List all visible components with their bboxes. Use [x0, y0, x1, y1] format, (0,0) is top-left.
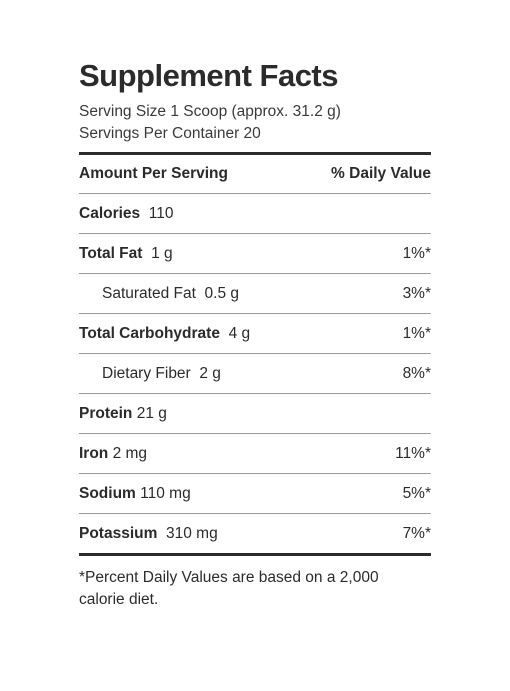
nutrient-daily-value: 1%*	[402, 324, 431, 342]
nutrient-name: Calories	[79, 204, 141, 222]
nutrient-amount: 21 g	[136, 404, 167, 422]
nutrient-amount: 1 g	[151, 244, 173, 262]
top-divider	[79, 152, 431, 155]
nutrient-row-dietary-fiber: Dietary Fiber 2 g 8%*	[79, 354, 431, 394]
nutrient-amount: 2 mg	[112, 444, 148, 462]
nutrient-name: Total Carbohydrate	[79, 324, 220, 342]
daily-value-header: % Daily Value	[331, 165, 431, 182]
nutrient-name: Iron	[79, 444, 109, 462]
nutrient-daily-value: 1%*	[402, 244, 431, 262]
nutrient-amount: 110	[148, 204, 174, 222]
supplement-facts-panel: Supplement Facts Serving Size 1 Scoop (a…	[79, 58, 431, 611]
nutrient-name: Saturated Fat	[102, 284, 196, 302]
nutrient-daily-value: 3%*	[402, 284, 431, 302]
nutrient-daily-value: 8%*	[402, 364, 431, 382]
nutrient-row-potassium: Potassium 310 mg 7%*	[79, 514, 431, 553]
nutrient-row-saturated-fat: Saturated Fat 0.5 g 3%*	[79, 274, 431, 314]
bottom-divider	[79, 553, 431, 556]
panel-title: Supplement Facts	[79, 58, 339, 93]
serving-size: Serving Size 1 Scoop (approx. 31.2 g)	[79, 103, 341, 120]
footnote: *Percent Daily Values are based on a 2,0…	[79, 569, 379, 608]
nutrient-row-iron: Iron 2 mg 11%*	[79, 434, 431, 474]
nutrient-amount: 310 mg	[166, 524, 218, 542]
nutrient-name: Sodium	[79, 484, 136, 502]
nutrient-name: Total Fat	[79, 244, 143, 262]
nutrient-row-total-carbohydrate: Total Carbohydrate 4 g 1%*	[79, 314, 431, 354]
nutrient-amount: 110 mg	[140, 484, 191, 502]
nutrient-amount: 2 g	[199, 364, 221, 382]
servings-per-container: Servings Per Container 20	[79, 125, 261, 142]
nutrient-row-sodium: Sodium 110 mg 5%*	[79, 474, 431, 514]
nutrient-daily-value: 5%*	[402, 484, 431, 502]
amount-per-serving-header: Amount Per Serving	[79, 165, 228, 182]
nutrient-row-total-fat: Total Fat 1 g 1%*	[79, 234, 431, 274]
nutrient-amount: 0.5 g	[204, 284, 240, 302]
nutrient-row-protein: Protein 21 g	[79, 394, 431, 434]
nutrient-row-calories: Calories 110	[79, 194, 431, 234]
nutrient-name: Dietary Fiber	[102, 364, 191, 382]
nutrient-name: Potassium	[79, 524, 158, 542]
nutrient-daily-value: 7%*	[402, 524, 431, 542]
serving-info: Serving Size 1 Scoop (approx. 31.2 g) Se…	[79, 101, 431, 145]
nutrient-name: Protein	[79, 404, 133, 422]
table-header: Amount Per Serving % Daily Value	[79, 155, 431, 194]
nutrient-amount: 4 g	[228, 324, 251, 342]
nutrient-daily-value: 11%*	[395, 444, 431, 462]
